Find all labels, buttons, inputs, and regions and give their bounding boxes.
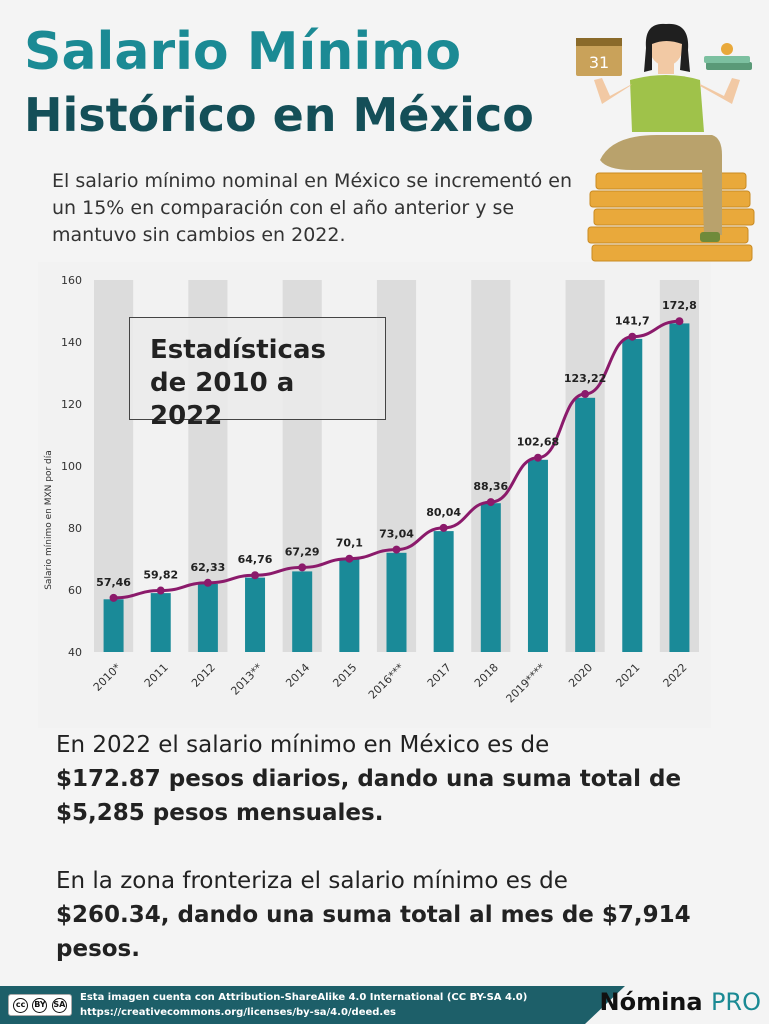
x-tick-label: 2011 (142, 661, 171, 690)
bar (527, 459, 548, 652)
line-point (533, 453, 542, 462)
paragraph-border-bold: $260.34, dando una suma total al mes de … (56, 902, 691, 962)
brand-pro: PRO (710, 988, 761, 1016)
cc-icon: cc (13, 997, 29, 1013)
stats-box-line1: Estadísticas (150, 335, 326, 365)
data-label: 123,22 (564, 372, 606, 385)
data-label: 57,46 (96, 576, 131, 589)
x-tick-label: 2010* (91, 661, 124, 694)
brand-main: Nómina (599, 988, 703, 1016)
license-text: Esta imagen cuenta con Attribution-Share… (80, 992, 528, 1003)
data-label: 141,7 (615, 315, 650, 328)
line-point (345, 554, 354, 563)
x-tick-label: 2013** (228, 661, 265, 698)
x-tick-label: 2018 (472, 661, 501, 690)
stats-box: Estadísticas de 2010 a 2022 (129, 317, 386, 431)
stats-box-line2: de 2010 a 2022 (150, 368, 295, 431)
x-tick-label: 2019**** (504, 661, 549, 706)
x-tick-label: 2012 (189, 661, 218, 690)
paragraph-border-normal: En la zona fronteriza el salario mínimo … (56, 868, 568, 894)
line-point (109, 593, 118, 602)
line-point (203, 578, 212, 587)
x-tick-label: 2022 (661, 661, 690, 690)
line-point (156, 586, 165, 595)
line-point (298, 563, 307, 572)
chart-panel: 40 60 80 100 120 140 160 57,46 59,82 62,33 64,76 6… (38, 262, 711, 728)
x-tick-label: 2016*** (366, 661, 407, 702)
paragraph-national: En 2022 el salario mínimo en México es d… (56, 728, 736, 830)
bar (245, 577, 266, 652)
cc-license-badge-icon: cc BY SA (8, 994, 72, 1016)
line-point (675, 317, 684, 326)
data-label: 102,68 (517, 436, 559, 449)
line-point (486, 498, 495, 507)
paragraph-national-bold: $172.87 pesos diarios, dando una suma to… (56, 766, 682, 826)
y-tick-label: 160 (61, 274, 82, 287)
line-point (581, 390, 590, 399)
bar (292, 571, 313, 652)
y-tick-label: 80 (68, 522, 82, 535)
license-link[interactable]: https://creativecommons.org/licenses/by-… (80, 1007, 396, 1018)
sa-icon: SA (51, 997, 67, 1013)
page-title-line2: Histórico en México (24, 88, 534, 142)
bar (197, 583, 218, 652)
paragraph-national-normal: En 2022 el salario mínimo en México es d… (56, 732, 550, 758)
page-title-line1: Salario Mínimo (24, 22, 462, 82)
y-axis-label: Salario mínimo en MXN por día (44, 450, 54, 590)
data-label: 73,04 (379, 528, 414, 541)
data-label: 80,04 (426, 506, 461, 519)
brand-logo: Nómina PRO (600, 988, 762, 1016)
y-tick-label: 140 (61, 336, 82, 349)
footer: cc BY SA Esta imagen cuenta con Attribut… (0, 986, 769, 1024)
bar (433, 531, 454, 652)
svg-text:31: 31 (589, 53, 609, 72)
bar (575, 397, 596, 652)
x-tick-label: 2015 (330, 661, 359, 690)
footer-band (0, 986, 625, 1024)
data-label: 62,33 (190, 561, 225, 574)
bar (103, 599, 124, 652)
illustration-woman-coins: 31 (576, 23, 755, 262)
x-tick-label: 2020 (566, 661, 595, 690)
bar (480, 503, 501, 652)
data-label: 88,36 (473, 480, 508, 493)
calendar-icon: 31 (576, 38, 622, 76)
money-icon (704, 43, 752, 70)
x-tick-label: 2017 (425, 661, 454, 690)
line-point (439, 523, 448, 532)
x-tick-label: 2021 (613, 661, 642, 690)
data-label: 59,82 (143, 569, 178, 582)
y-tick-label: 120 (61, 398, 82, 411)
chart-band (94, 280, 134, 652)
y-tick-label: 40 (68, 646, 82, 659)
y-tick-label: 100 (61, 460, 82, 473)
data-label: 67,29 (285, 545, 320, 558)
line-point (628, 332, 637, 341)
bar (339, 559, 360, 652)
intro-text: El salario mínimo nominal en México se i… (52, 170, 572, 246)
by-icon: BY (32, 997, 48, 1013)
coin-stack-icon (587, 172, 755, 262)
bar (386, 552, 407, 652)
x-tick-label: 2014 (283, 661, 312, 690)
bar (669, 323, 690, 652)
bar (622, 338, 643, 652)
data-label: 64,76 (238, 553, 273, 566)
line-point (392, 545, 401, 554)
y-tick-label: 60 (68, 584, 82, 597)
data-label: 172,8 (662, 299, 697, 312)
paragraph-border-zone: En la zona fronteriza el salario mínimo … (56, 864, 736, 966)
data-label: 70,1 (336, 537, 363, 550)
bar (150, 593, 171, 652)
line-point (251, 571, 260, 580)
